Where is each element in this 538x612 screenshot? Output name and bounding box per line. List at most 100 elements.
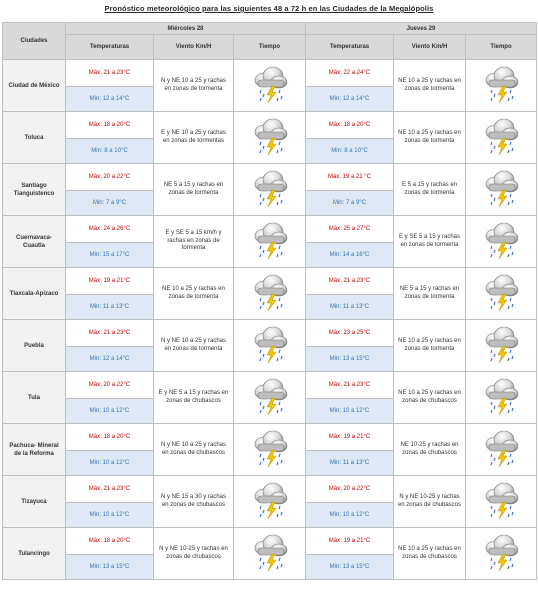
day1-weather-cell xyxy=(233,59,306,112)
table-row: Toluca Máx: 18 a 20°C E y NE 10 a 25 y r… xyxy=(2,111,538,164)
day2-max-temp: Máx: 19 a 21°C xyxy=(305,527,394,555)
city-name: Cuernavaca-Cuautla xyxy=(2,215,66,268)
day2-wind: NE 10 a 25 y rachas en zonas de chubasco… xyxy=(393,527,466,580)
storm-cloud-icon xyxy=(483,65,519,107)
day2-max-temp: Máx: 21 a 23°C xyxy=(305,267,394,295)
day2-wind: NE 10 a 25 y rachas en zonas de tormenta xyxy=(393,59,466,112)
day2-weather-header: Tiempo xyxy=(464,34,538,60)
storm-cloud-icon xyxy=(252,221,288,263)
table-row: Santiago Tianguistenco Máx: 20 a 22°C NE… xyxy=(2,163,538,216)
table-row: Min: 7 a 9°C Min: 7 a 9°C xyxy=(3,190,537,216)
day1-min-temp: Min: 8 a 10°C xyxy=(65,138,154,164)
day2-max-temp: Máx: 18 a 20°C xyxy=(305,111,394,139)
storm-cloud-icon xyxy=(252,325,288,367)
day1-max-temp: Máx: 20 a 22°C xyxy=(65,371,154,399)
day1-min-temp: Min: 12 a 14°C xyxy=(65,86,154,112)
storm-cloud-icon xyxy=(252,273,288,315)
day1-header: Miércoles 28 xyxy=(65,22,306,35)
day1-min-temp: Min: 13 a 15°C xyxy=(65,554,154,580)
day1-min-temp: Min: 11 a 13°C xyxy=(65,294,154,320)
day1-min-temp: Min: 10 a 12°C xyxy=(65,502,154,528)
day2-min-temp: Min: 14 a 16°C xyxy=(305,242,394,268)
day1-weather-cell xyxy=(233,319,306,372)
day2-max-temp: Máx: 19 a 21 °C xyxy=(305,163,394,191)
table-row: Min: 8 a 10°C Min: 8 a 10°C xyxy=(3,138,537,164)
day1-wind: N y NE 10 a 25 y rachas en zonas de torm… xyxy=(153,319,234,372)
storm-cloud-icon xyxy=(483,533,519,575)
storm-cloud-icon xyxy=(252,377,288,419)
day1-wind: N y NE 15 a 30 y rachas en zonas de chub… xyxy=(153,475,234,528)
table-row: Tlaxcala-Apizaco Máx: 19 a 21°C NE 10 a … xyxy=(2,267,538,320)
day2-weather-cell xyxy=(464,527,538,580)
storm-cloud-icon xyxy=(483,377,519,419)
storm-cloud-icon xyxy=(252,429,288,471)
city-name: Tula xyxy=(2,371,66,424)
day2-wind: NE 5 a 15 y rachas en zonas de tormenta xyxy=(393,267,466,320)
day2-min-temp: Min: 11 a 13°C xyxy=(305,294,394,320)
city-name: Tulancingo xyxy=(2,527,66,580)
city-name: Tlaxcala-Apizaco xyxy=(2,267,66,320)
table-row: Min: 11 a 13°C Min: 11 a 13°C xyxy=(3,294,537,320)
day2-min-temp: Min: 11 a 13°C xyxy=(305,450,394,476)
storm-cloud-icon xyxy=(483,169,519,211)
storm-cloud-icon xyxy=(483,429,519,471)
day2-wind-header: Viento Km/H xyxy=(393,34,466,60)
city-name: Pachuca- Mineral de la Reforma xyxy=(2,423,66,476)
city-name: Ciudad de México xyxy=(2,59,66,112)
storm-cloud-icon xyxy=(252,533,288,575)
table-row: Ciudad de México Máx: 21 a 23°C N y NE 1… xyxy=(2,59,538,112)
day2-min-temp: Min: 10 a 12°C xyxy=(305,398,394,424)
day2-weather-cell xyxy=(464,371,538,424)
storm-cloud-icon xyxy=(483,325,519,367)
table-row: Min: 13 a 15°C Min: 13 a 15°C xyxy=(3,554,537,580)
day2-weather-cell xyxy=(464,267,538,320)
day1-wind: E y NE 5 a 15 y rachas en zonas de chuba… xyxy=(153,371,234,424)
day2-max-temp: Máx: 21 a 23°C xyxy=(305,371,394,399)
table-row: Pachuca- Mineral de la Reforma Máx: 18 a… xyxy=(2,423,538,476)
city-name: Santiago Tianguistenco xyxy=(2,163,66,216)
day2-wind: N y NE 10-25 y rachas en zonas de chubas… xyxy=(393,475,466,528)
day1-weather-cell xyxy=(233,267,306,320)
day1-weather-cell xyxy=(233,371,306,424)
day2-weather-cell xyxy=(464,59,538,112)
day2-min-temp: Min: 7 a 9°C xyxy=(305,190,394,216)
day2-wind: NE 10-25 y rachas en zonas de chubascos xyxy=(393,423,466,476)
table-row: Cuernavaca-Cuautla Máx: 24 a 26°C E y SE… xyxy=(2,215,538,268)
day2-max-temp: Máx: 19 a 21°C xyxy=(305,423,394,451)
day1-wind: NE 10 a 25 y rachas en zonas de tormenta xyxy=(153,267,234,320)
table-row: Puebla Máx: 21 a 23°C N y NE 10 a 25 y r… xyxy=(2,319,538,372)
day2-max-temp: Máx: 23 a 25°C xyxy=(305,319,394,347)
day1-wind-header: Viento Km/H xyxy=(153,34,234,60)
storm-cloud-icon xyxy=(252,65,288,107)
day2-weather-cell xyxy=(464,163,538,216)
day1-min-temp: Min: 10 a 12°C xyxy=(65,450,154,476)
day1-min-temp: Min: 12 a 14°C xyxy=(65,346,154,372)
storm-cloud-icon xyxy=(483,481,519,523)
city-name: Tizayuca xyxy=(2,475,66,528)
day2-min-temp: Min: 13 a 15°C xyxy=(305,554,394,580)
day2-min-temp: Min: 10 a 12°C xyxy=(305,502,394,528)
day1-wind: N y NE 10 a 25 y rachas en zonas de chub… xyxy=(153,423,234,476)
day1-wind: NE 5 a 15 y rachas en zonas de tormenta xyxy=(153,163,234,216)
table-row: Min: 12 a 14°C Min: 13 a 15°C xyxy=(3,346,537,372)
day1-weather-cell xyxy=(233,423,306,476)
day1-wind: N y NE 10-25 y rachas en zonas de chubas… xyxy=(153,527,234,580)
day2-wind: E 5 a 15 y rachas en zonas de tormenta xyxy=(393,163,466,216)
day2-header: Jueves 29 xyxy=(304,22,538,35)
day1-wind: N y NE 10 a 25 y rachas en zonas de torm… xyxy=(153,59,234,112)
day2-max-temp: Máx: 22 a 24°C xyxy=(305,59,394,87)
page-title: Pronóstico meteorológico para las siguie… xyxy=(104,4,434,13)
day1-max-temp: Máx: 18 a 20°C xyxy=(65,423,154,451)
day1-max-temp: Máx: 21 a 23°C xyxy=(65,475,154,503)
table-row: Min: 10 a 12°C Min: 10 a 12°C xyxy=(3,398,537,424)
day1-max-temp: Máx: 19 a 21°C xyxy=(65,267,154,295)
day1-max-temp: Máx: 18 a 20°C xyxy=(65,527,154,555)
forecast-table: Ciudades Miércoles 28 Jueves 29 Temperat… xyxy=(2,22,538,580)
city-name: Toluca xyxy=(2,111,66,164)
table-row: Min: 10 a 12°C Min: 11 a 13°C xyxy=(3,450,537,476)
day1-max-temp: Máx: 20 a 22°C xyxy=(65,163,154,191)
day2-wind: NE 10 a 25 y rachas en zonas de tormenta xyxy=(393,319,466,372)
day2-min-temp: Min: 13 a 15°C xyxy=(305,346,394,372)
day1-weather-cell xyxy=(233,527,306,580)
day1-max-temp: Máx: 21 a 23°C xyxy=(65,59,154,87)
